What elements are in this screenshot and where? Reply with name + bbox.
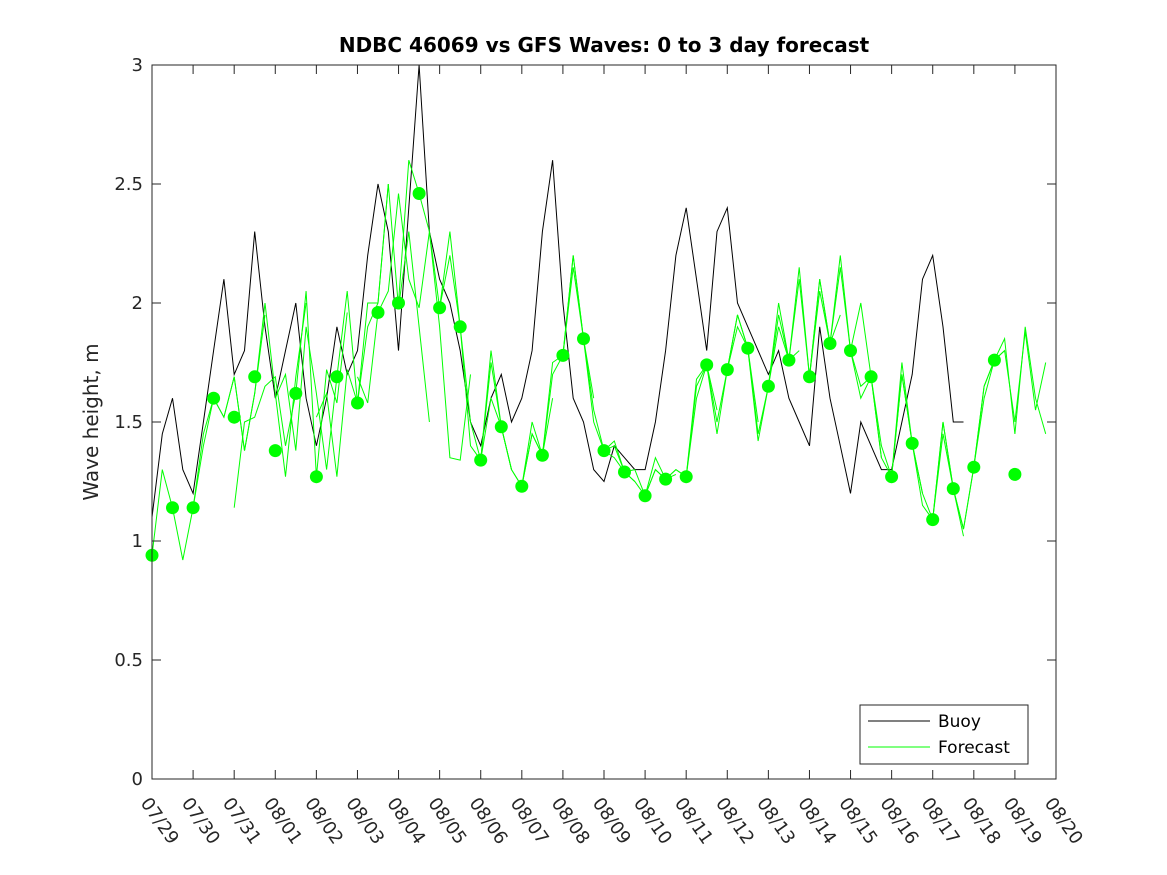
forecast-point — [351, 396, 364, 410]
forecast-point — [967, 460, 981, 474]
forecast-run-line — [233, 291, 348, 508]
legend-forecast-label: Forecast — [938, 738, 1010, 758]
x-tick-label: 08/06 — [465, 794, 512, 849]
forecast-point — [597, 444, 611, 458]
forecast-point — [618, 465, 631, 479]
y-tick-label: 0 — [132, 769, 143, 790]
forecast-point — [371, 306, 385, 319]
x-tick-label: 08/11 — [670, 794, 717, 849]
forecast-point — [453, 320, 467, 334]
x-tick-label: 08/15 — [834, 794, 881, 849]
x-tick-label: 07/30 — [177, 794, 224, 849]
x-tick-label: 08/02 — [300, 794, 347, 849]
plot-area — [152, 65, 1056, 779]
y-tick-label: 1 — [132, 531, 143, 552]
forecast-point — [268, 444, 282, 458]
x-tick-label: 08/14 — [793, 794, 840, 849]
legend-buoy-label: Buoy — [938, 712, 981, 732]
forecast-point — [535, 448, 549, 462]
x-tick-label: 08/17 — [917, 794, 964, 849]
forecast-point — [433, 301, 447, 315]
forecast-point — [864, 370, 878, 384]
forecast-point — [905, 436, 919, 450]
y-tick-label: 2.5 — [114, 174, 143, 195]
forecast-run-line — [357, 193, 471, 461]
forecast-point — [638, 489, 652, 503]
forecast-point — [761, 379, 775, 393]
y-tick-label: 3 — [132, 55, 143, 76]
x-tick-label: 08/07 — [506, 794, 553, 849]
forecast-point — [330, 370, 344, 384]
forecast-point — [885, 470, 899, 484]
forecast-point — [679, 470, 693, 484]
forecast-point — [474, 453, 488, 467]
forecast-point — [556, 348, 570, 362]
forecast-point — [803, 370, 816, 384]
forecast-point — [926, 513, 940, 527]
forecast-point — [289, 386, 303, 400]
y-tick-label: 1.5 — [114, 412, 143, 433]
x-tick-label: 08/01 — [259, 794, 306, 849]
forecast-run-line — [192, 302, 307, 508]
y-axis: 0 0.5 1 1.5 2 2.5 3 — [114, 55, 1056, 790]
x-tick-label: 08/19 — [999, 794, 1046, 849]
forecast-point — [1008, 467, 1022, 481]
x-tick-label: 08/20 — [1040, 794, 1087, 849]
x-tick-label: 08/09 — [588, 794, 635, 849]
forecast-point — [186, 501, 200, 515]
forecast-run-line — [315, 183, 430, 477]
x-tick-label: 08/16 — [876, 794, 923, 849]
forecast-point — [412, 187, 426, 200]
x-tick-label: 08/13 — [752, 794, 799, 849]
x-tick-label: 08/03 — [341, 794, 388, 849]
forecast-point — [227, 410, 241, 424]
x-tick-label: 07/29 — [136, 794, 183, 849]
forecast-point — [494, 420, 508, 434]
y-tick-label: 2 — [132, 293, 143, 314]
legend-box — [859, 704, 1029, 765]
buoy-line — [151, 64, 964, 518]
x-tick-label: 08/18 — [958, 794, 1005, 849]
forecast-run-line — [973, 331, 1047, 468]
x-tick-label: 08/05 — [424, 794, 471, 849]
chart-title: NDBC 46069 vs GFS Waves: 0 to 3 day fore… — [339, 33, 870, 57]
y-axis-label: Wave height, m — [79, 343, 103, 500]
forecast-point — [659, 472, 673, 486]
forecast-point — [166, 501, 179, 515]
forecast-point — [946, 482, 960, 496]
forecast-point — [309, 470, 323, 484]
x-tick-label: 08/04 — [382, 794, 429, 849]
buoy-series — [151, 64, 964, 518]
x-tick-label: 07/31 — [218, 794, 265, 849]
forecast-run-line — [274, 183, 389, 470]
forecast-point — [823, 337, 837, 350]
forecast-point — [700, 358, 714, 372]
forecast-point — [720, 363, 734, 377]
legend: Buoy Forecast — [859, 704, 1029, 765]
forecast-point — [741, 341, 755, 355]
forecast-point — [248, 370, 262, 384]
x-tick-label: 08/08 — [547, 794, 594, 849]
x-tick-label: 08/12 — [711, 794, 758, 849]
forecast-point — [987, 353, 1001, 367]
x-tick-label: 08/10 — [629, 794, 676, 849]
forecast-point — [782, 353, 796, 367]
forecast-point — [515, 479, 529, 493]
y-tick-label: 0.5 — [114, 650, 143, 671]
forecast-point — [844, 344, 857, 358]
forecast-point — [207, 391, 221, 405]
forecast-point — [577, 332, 590, 346]
forecast-dots — [145, 187, 1022, 562]
forecast-point — [392, 296, 405, 310]
forecast-run-line — [891, 350, 1005, 530]
